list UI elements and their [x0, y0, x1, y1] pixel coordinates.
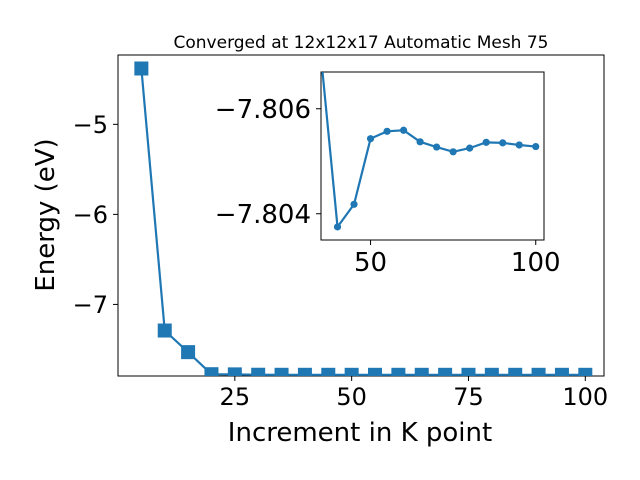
main-data-point	[181, 345, 196, 360]
main-data-point	[251, 367, 266, 376]
main-data-point	[134, 61, 149, 76]
inset-data-point	[482, 138, 490, 146]
main-data-point	[297, 367, 312, 376]
x-axis-label: Increment in K point	[228, 418, 492, 448]
y-axis-label: Energy (eV)	[31, 138, 61, 291]
inset-data-point	[499, 139, 507, 147]
inset-data-point	[333, 223, 342, 231]
main-data-point	[578, 367, 593, 376]
main-x-tick-label: 25	[220, 383, 251, 411]
inset-data-point	[449, 148, 457, 156]
main-data-point	[204, 367, 219, 376]
main-data-point	[344, 367, 359, 376]
main-y-tick-label: −7	[73, 291, 108, 319]
main-y-tick-label: −5	[73, 111, 108, 139]
inset-x-tick-label: 50	[354, 248, 387, 278]
inset-data-point	[416, 138, 424, 146]
main-data-point	[484, 367, 499, 376]
inset-data-point	[350, 200, 358, 208]
main-data-point	[531, 367, 546, 376]
main-y-tick-label: −6	[73, 201, 108, 229]
inset-data-point	[532, 142, 540, 151]
main-data-point	[438, 367, 453, 376]
main-data-point	[554, 367, 569, 376]
main-data-point	[274, 367, 289, 376]
main-data-point	[461, 367, 476, 376]
main-data-point	[157, 323, 172, 338]
inset-data-point	[466, 144, 474, 152]
inset-y-tick-label: −7.806	[215, 95, 311, 125]
inset-data-point	[433, 143, 441, 151]
inset-plot-area	[320, 71, 545, 241]
inset-y-tick-label: −7.804	[215, 200, 311, 230]
inset-data-point	[383, 127, 391, 135]
main-data-point	[508, 367, 523, 376]
main-data-point	[391, 367, 406, 376]
main-data-point	[368, 367, 383, 376]
main-x-tick-label: 100	[562, 383, 608, 411]
main-x-tick-label: 75	[453, 383, 484, 411]
chart-title: Converged at 12x12x17 Automatic Mesh 75	[174, 33, 549, 53]
inset-data-point	[515, 141, 523, 149]
inset-data-point	[399, 126, 408, 134]
inset-data-point	[366, 135, 375, 143]
main-x-tick-label: 50	[336, 383, 367, 411]
inset-x-tick-label: 100	[511, 248, 561, 278]
main-data-point	[321, 367, 336, 376]
main-data-point	[227, 367, 242, 376]
main-data-point	[414, 367, 429, 376]
